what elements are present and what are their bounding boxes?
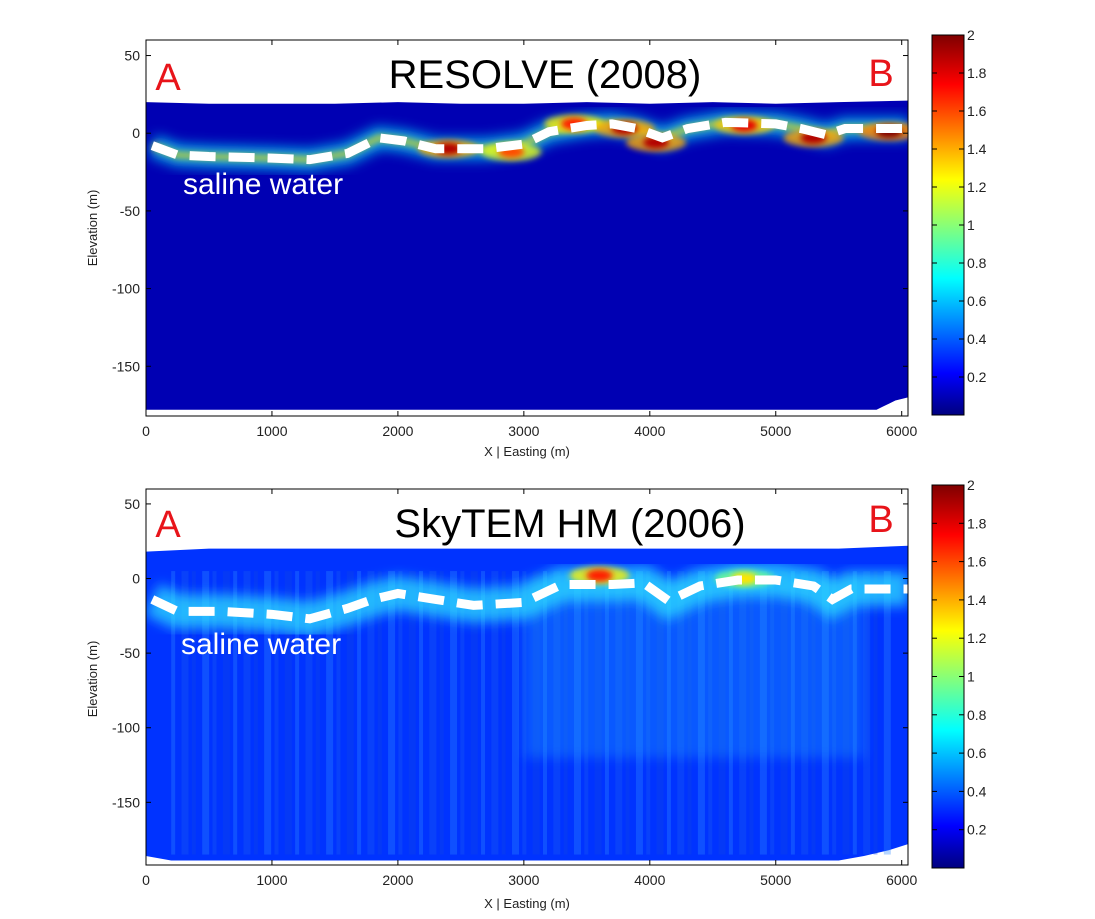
skytem-colorbar-tick-label: 1.4 — [967, 592, 987, 608]
skytem-y-tick-label: 50 — [124, 496, 140, 512]
resolve-y-tick-label: -150 — [112, 358, 140, 374]
resolve-colorbar-tick-label: 1.2 — [967, 179, 987, 195]
skytem-endpoint-a: A — [155, 504, 181, 546]
resolve-x-tick-label: 2000 — [382, 423, 413, 439]
skytem-x-tick-label: 2000 — [382, 872, 413, 888]
skytem-band — [388, 571, 395, 854]
resolve-x-tick-label: 6000 — [886, 423, 917, 439]
resolve-colorbar-tick-label: 1.8 — [967, 65, 987, 81]
skytem-colorbar-tick-label: 0.8 — [967, 707, 987, 723]
skytem-y-tick-label: -150 — [112, 794, 140, 810]
resolve-y-tick-label: 50 — [124, 48, 140, 64]
skytem-x-tick-label: 5000 — [760, 872, 791, 888]
resolve-colorbar-tick-label: 1.6 — [967, 103, 987, 119]
resolve-y-tick-label: 0 — [132, 125, 140, 141]
resolve-colorbar-tick-label: 1 — [967, 217, 975, 233]
skytem-colorbar-tick-label: 1.6 — [967, 554, 987, 570]
skytem-band — [409, 571, 416, 854]
resolve-colorbar-tick-label: 0.6 — [967, 293, 987, 309]
resolve-colorbar-tick-label: 1.4 — [967, 141, 987, 157]
resolve-x-tick-label: 0 — [142, 423, 150, 439]
resolve-x-tick-label: 3000 — [508, 423, 539, 439]
resolve-saline-water-label: saline water — [183, 168, 343, 201]
skytem-x-tick-label: 0 — [142, 872, 150, 888]
resolve-endpoint-b: B — [868, 53, 893, 95]
skytem-y-tick-label: -50 — [120, 645, 140, 661]
resolve-y-tick-label: -100 — [112, 281, 140, 297]
skytem-colorbar-tick-label: 2 — [967, 477, 975, 493]
skytem-panel-title: SkyTEM HM (2006) — [394, 502, 745, 546]
resolve-colorbar-tick-label: 0.2 — [967, 369, 987, 385]
resolve-plot-content — [146, 101, 919, 410]
skytem-hot-zone — [586, 570, 612, 582]
skytem-y-tick-label: -100 — [112, 720, 140, 736]
resolve-x-tick-label: 1000 — [256, 423, 287, 439]
skytem-band — [884, 571, 891, 854]
skytem-colorbar-tick-label: 1.8 — [967, 515, 987, 531]
skytem-x-tick-label: 6000 — [886, 872, 917, 888]
resolve-endpoint-a: A — [155, 57, 181, 99]
skytem-x-axis-label: X | Easting (m) — [484, 896, 570, 911]
resolve-colorbar-tick-label: 2 — [967, 27, 975, 43]
skytem-y-tick-label: 0 — [132, 571, 140, 587]
resolve-colorbar-tick-label: 0.8 — [967, 255, 987, 271]
skytem-band — [873, 571, 877, 854]
skytem-colorbar-tick-label: 0.4 — [967, 783, 987, 799]
skytem-band — [863, 571, 870, 854]
skytem-colorbar-tick-label: 0.2 — [967, 822, 987, 838]
resolve-panel-title: RESOLVE (2008) — [389, 53, 702, 97]
skytem-y-axis-label: Elevation (m) — [85, 641, 100, 718]
skytem-colorbar-tick-label: 1 — [967, 669, 975, 685]
resolve-x-tick-label: 4000 — [634, 423, 665, 439]
skytem-panel: 0 1000 2000 3000 4000 5000 6000 50 0 -50 -100 -150… — [85, 477, 987, 911]
resolve-y-tick-label: -50 — [120, 203, 140, 219]
skytem-x-tick-label: 1000 — [256, 872, 287, 888]
skytem-colorbar-tick-label: 1.2 — [967, 630, 987, 646]
resolve-x-tick-label: 5000 — [760, 423, 791, 439]
skytem-x-tick-label: 3000 — [508, 872, 539, 888]
resolve-colorbar-tick-label: 0.4 — [967, 331, 987, 347]
resolve-x-axis-label: X | Easting (m) — [484, 444, 570, 459]
skytem-plot-content — [146, 546, 908, 861]
resolve-panel: 0 1000 2000 3000 4000 5000 6000 50 0 -50 -100 -150… — [85, 27, 987, 459]
skytem-band — [398, 571, 402, 854]
resolve-y-axis-label: Elevation (m) — [85, 190, 100, 267]
skytem-x-tick-label: 4000 — [634, 872, 665, 888]
skytem-saline-water-label: saline water — [181, 628, 341, 661]
skytem-colorbar-tick-label: 0.6 — [967, 745, 987, 761]
skytem-endpoint-b: B — [868, 499, 893, 541]
